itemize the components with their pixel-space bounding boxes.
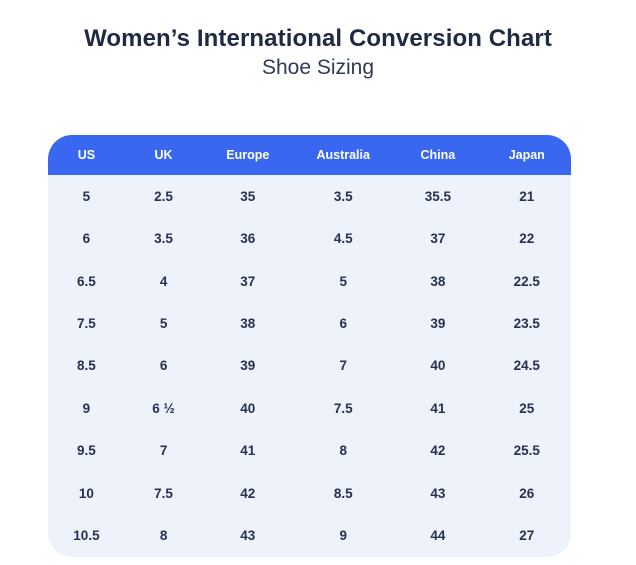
table-cell: 6 bbox=[339, 316, 347, 332]
table-cell: 7.5 bbox=[154, 485, 173, 501]
table-row: 8.5 6 39 7 40 24.5 bbox=[48, 345, 571, 387]
table-cell: 22.5 bbox=[513, 273, 540, 289]
table-cell: 41 bbox=[430, 400, 446, 416]
table-cell: 3.5 bbox=[154, 231, 173, 247]
table-cell: 10.5 bbox=[73, 528, 100, 544]
table-cell: 6 bbox=[159, 358, 168, 374]
table-row: 5 2.5 35 3.5 35.5 21 bbox=[48, 175, 571, 217]
table-cell: 4 bbox=[159, 273, 168, 289]
table-cell: 26 bbox=[519, 485, 535, 501]
table-cell: 39 bbox=[240, 358, 256, 374]
table-row: 10.5 8 43 9 44 27 bbox=[48, 515, 571, 557]
table-cell: 6 ½ bbox=[152, 400, 175, 416]
table-cell: 7 bbox=[339, 358, 347, 374]
column-header-uk: UK bbox=[154, 148, 173, 162]
table-cell: 5 bbox=[82, 188, 91, 204]
table-cell: 37 bbox=[430, 231, 446, 247]
table-cell: 8 bbox=[159, 528, 168, 544]
table-row: 6.5 4 37 5 38 22.5 bbox=[48, 260, 571, 302]
table-row: 10 7.5 42 8.5 43 26 bbox=[48, 472, 571, 514]
table-cell: 25 bbox=[519, 400, 535, 416]
table-cell: 7.5 bbox=[333, 400, 353, 416]
shoe-size-conversion-table: US UK Europe Australia China Japan 5 2.5 3… bbox=[48, 135, 571, 557]
table-cell: 37 bbox=[240, 273, 256, 289]
table-cell: 41 bbox=[240, 443, 256, 459]
table-cell: 23.5 bbox=[513, 316, 540, 332]
table-cell: 27 bbox=[519, 528, 535, 544]
column-header-china: China bbox=[420, 148, 456, 162]
table-cell: 35.5 bbox=[424, 188, 451, 204]
table-cell: 6 bbox=[82, 231, 91, 247]
page-title: Women’s International Conversion Chart bbox=[84, 25, 552, 52]
table-cell: 38 bbox=[430, 273, 446, 289]
table-cell: 42 bbox=[240, 485, 256, 501]
table-row: 7.5 5 38 6 39 23.5 bbox=[48, 302, 571, 344]
table-cell: 2.5 bbox=[154, 188, 173, 204]
page: Women’s International Conversion Chart S… bbox=[0, 25, 636, 557]
table-cell: 24.5 bbox=[513, 358, 540, 374]
table-row: 9 6 ½ 40 7.5 41 25 bbox=[48, 387, 571, 429]
table-cell: 4.5 bbox=[333, 231, 353, 247]
table-cell: 39 bbox=[430, 316, 446, 332]
table-cell: 43 bbox=[430, 485, 446, 501]
table-cell: 25.5 bbox=[513, 443, 540, 459]
table-cell: 44 bbox=[430, 528, 446, 544]
table-cell: 9 bbox=[339, 528, 347, 544]
table-cell: 8.5 bbox=[333, 485, 353, 501]
table-row: 6 3.5 36 4.5 37 22 bbox=[48, 217, 571, 259]
column-header-australia: Australia bbox=[316, 148, 370, 162]
table-cell: 8 bbox=[339, 443, 347, 459]
table-row: 9.5 7 41 8 42 25.5 bbox=[48, 430, 571, 472]
page-subtitle: Shoe Sizing bbox=[261, 56, 375, 79]
table-cell: 10 bbox=[78, 485, 94, 501]
table-cell: 7.5 bbox=[77, 316, 96, 332]
column-header-europe: Europe bbox=[226, 148, 270, 162]
table-cell: 3.5 bbox=[333, 188, 353, 204]
table-cell: 7 bbox=[159, 443, 168, 459]
table-cell: 5 bbox=[339, 273, 347, 289]
table-cell: 8.5 bbox=[77, 358, 96, 374]
table-cell: 6.5 bbox=[77, 273, 96, 289]
table-cell: 9.5 bbox=[77, 443, 96, 459]
table-cell: 40 bbox=[240, 400, 256, 416]
table-cell: 38 bbox=[240, 316, 256, 332]
column-header-us: US bbox=[77, 148, 96, 162]
table-header-row: US UK Europe Australia China Japan bbox=[48, 135, 571, 175]
table-cell: 22 bbox=[519, 231, 535, 247]
table-body: 5 2.5 35 3.5 35.5 21 6 3.5 36 4.5 37 22 6.5 4 37 5 38 22.… bbox=[48, 175, 571, 557]
column-header-japan: Japan bbox=[508, 148, 545, 162]
table-cell: 36 bbox=[240, 231, 256, 247]
table-cell: 40 bbox=[430, 358, 446, 374]
table-cell: 5 bbox=[159, 316, 168, 332]
table-cell: 42 bbox=[430, 443, 446, 459]
table-cell: 35 bbox=[240, 188, 256, 204]
table-cell: 9 bbox=[82, 400, 91, 416]
table-cell: 21 bbox=[519, 188, 535, 204]
table-cell: 43 bbox=[240, 528, 256, 544]
